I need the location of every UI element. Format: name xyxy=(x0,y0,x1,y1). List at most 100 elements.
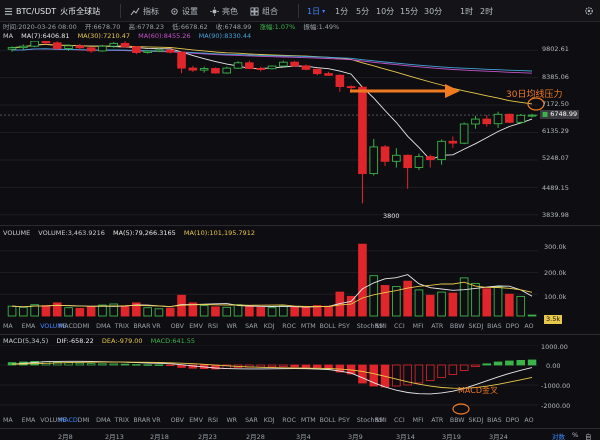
chart-settings-button[interactable] xyxy=(584,0,597,22)
log-scale-toggle[interactable]: 对数 xyxy=(552,433,565,440)
indicator-tab-cci[interactable]: CCI xyxy=(394,323,405,330)
indicator-tab-macd[interactable]: MACD xyxy=(58,417,78,424)
timeframe-1d[interactable]: 1日 ▾ xyxy=(307,0,325,22)
indicators-button[interactable]: 指标 xyxy=(130,0,159,22)
volume-bar xyxy=(459,277,469,317)
timeframe-1h[interactable]: 1时 xyxy=(460,0,473,22)
indicator-tab-wr[interactable]: WR xyxy=(226,417,238,424)
indicator-tab-smi[interactable]: SMI xyxy=(375,417,387,424)
candle xyxy=(324,73,333,76)
indicator-tab-mfi[interactable]: MFI xyxy=(412,323,424,330)
indicator-tab-mtm[interactable]: MTM xyxy=(300,417,316,424)
info-open: 开:6678.70 xyxy=(84,23,121,31)
date-tick-label: 3月14 xyxy=(396,433,415,440)
indicator-tab-sar[interactable]: SAR xyxy=(245,323,258,330)
indicator-tab-obv[interactable]: OBV xyxy=(170,323,184,330)
indicator-tab-dma[interactable]: DMA xyxy=(96,323,111,330)
macd-name[interactable]: MACD(5,34,5) xyxy=(3,337,49,345)
indicator-tab-macd[interactable]: MACD xyxy=(58,323,78,330)
volume-bar xyxy=(7,305,17,317)
indicator-tab-bias[interactable]: BIAS xyxy=(487,417,502,424)
indicator-tab-trix[interactable]: TRIX xyxy=(114,417,130,424)
indicator-tab-bias[interactable]: BIAS xyxy=(487,323,502,330)
timeframe-15m[interactable]: 15分 xyxy=(400,0,418,22)
theme-toggle-button[interactable]: 亮色 xyxy=(210,0,238,22)
price-chart[interactable] xyxy=(0,41,600,224)
indicator-tab-mfi[interactable]: MFI xyxy=(412,417,424,424)
indicator-tab-obv[interactable]: OBV xyxy=(170,417,184,424)
date-tick-label: 3月19 xyxy=(442,433,461,440)
settings-button[interactable]: 设置 xyxy=(170,0,198,22)
auto-scale-toggle[interactable]: 自 xyxy=(585,433,592,440)
indicator-tab-roc[interactable]: ROC xyxy=(282,417,297,424)
ma-name[interactable]: MA xyxy=(3,32,14,40)
candle xyxy=(527,114,537,117)
indicator-tab-vr[interactable]: VR xyxy=(151,417,161,424)
percent-scale-toggle[interactable]: % xyxy=(572,431,579,439)
macd-histogram-bar xyxy=(527,359,537,366)
volume-name[interactable]: VOLUME xyxy=(3,229,31,237)
indicator-tab-dmi[interactable]: DMI xyxy=(77,417,90,424)
indicator-tab-ma[interactable]: MA xyxy=(3,323,13,330)
indicator-tab-dpo[interactable]: DPO xyxy=(505,323,520,330)
volume-bar xyxy=(324,305,333,317)
indicator-tab-boll[interactable]: BOLL xyxy=(319,323,336,330)
timeframe-2h[interactable]: 2时 xyxy=(480,0,493,22)
indicator-tab-kdj[interactable]: KDJ xyxy=(263,417,275,424)
indicator-tab-skdj[interactable]: SKDJ xyxy=(468,323,484,330)
indicator-tab-roc[interactable]: ROC xyxy=(282,323,297,330)
macd-chart[interactable] xyxy=(0,345,600,415)
indicator-tab-ma[interactable]: MA xyxy=(3,417,13,424)
indicator-tab-brar[interactable]: BRAR xyxy=(133,323,151,330)
candle xyxy=(290,61,299,67)
indicator-tab-kdj[interactable]: KDJ xyxy=(263,323,275,330)
indicator-tab-trix[interactable]: TRIX xyxy=(114,323,130,330)
indicator-tab-dmi[interactable]: DMI xyxy=(77,323,90,330)
exchange-label: 火币全球站 xyxy=(60,6,101,16)
indicator-tab-psy[interactable]: PSY xyxy=(338,323,350,330)
indicator-tab-stochrsi[interactable]: StochRSI xyxy=(356,323,385,330)
indicator-tab-atr[interactable]: ATR xyxy=(431,417,444,424)
combo-button[interactable]: 组合 xyxy=(250,0,278,22)
indicator-tab-bbw[interactable]: BBW xyxy=(449,323,465,330)
indicator-tab-smi[interactable]: SMI xyxy=(375,323,387,330)
indicator-tab-emv[interactable]: EMV xyxy=(189,323,203,330)
volume-bar xyxy=(414,289,424,317)
indicator-tab-brar[interactable]: BRAR xyxy=(133,417,151,424)
timeframe-1m[interactable]: 1分 xyxy=(335,0,348,22)
timeframe-30m[interactable]: 30分 xyxy=(424,0,442,22)
indicator-tab-ema[interactable]: EMA xyxy=(21,417,36,424)
indicator-tab-dma[interactable]: DMA xyxy=(96,417,111,424)
symbol-selector[interactable]: BTC/USDT 火币全球站 xyxy=(4,0,100,22)
indicator-tab-atr[interactable]: ATR xyxy=(431,323,444,330)
indicator-tab-bbw[interactable]: BBW xyxy=(449,417,465,424)
macd-histogram-bar xyxy=(459,364,469,371)
indicator-tab-wr[interactable]: WR xyxy=(226,323,238,330)
indicator-tab-vr[interactable]: VR xyxy=(151,323,161,330)
indicator-tab-mtm[interactable]: MTM xyxy=(300,323,316,330)
indicator-tab-ao[interactable]: AO xyxy=(524,323,534,330)
volume-bar xyxy=(290,306,299,317)
indicator-tab-dpo[interactable]: DPO xyxy=(505,417,520,424)
volume-legend: VOLUME VOLUME:3,463.9216 MA(5):79,266.31… xyxy=(0,229,600,238)
indicator-tab-ema[interactable]: EMA xyxy=(21,323,36,330)
indicator-tab-rsi[interactable]: RSI xyxy=(207,323,219,330)
indicator-tab-volume[interactable]: VOLUME xyxy=(40,323,67,330)
highlight-circle xyxy=(452,403,470,415)
indicator-tab-ao[interactable]: AO xyxy=(524,417,534,424)
gear-icon xyxy=(585,7,593,15)
indicator-tab-cci[interactable]: CCI xyxy=(394,417,405,424)
indicator-tab-volume[interactable]: VOLUME xyxy=(40,417,67,424)
candle xyxy=(425,156,435,161)
timeframe-10m[interactable]: 10分 xyxy=(376,0,394,22)
candle xyxy=(267,65,277,70)
indicator-tab-rsi[interactable]: RSI xyxy=(207,417,219,424)
indicator-tab-sar[interactable]: SAR xyxy=(245,417,258,424)
indicator-tab-skdj[interactable]: SKDJ xyxy=(468,417,484,424)
indicator-tab-boll[interactable]: BOLL xyxy=(319,417,336,424)
indicator-tab-emv[interactable]: EMV xyxy=(189,417,203,424)
indicator-tab-psy[interactable]: PSY xyxy=(338,417,350,424)
indicator-tab-stochrsi[interactable]: StochRSI xyxy=(356,417,385,424)
timeframe-5m[interactable]: 5分 xyxy=(356,0,369,22)
volume-chart[interactable] xyxy=(0,238,600,320)
